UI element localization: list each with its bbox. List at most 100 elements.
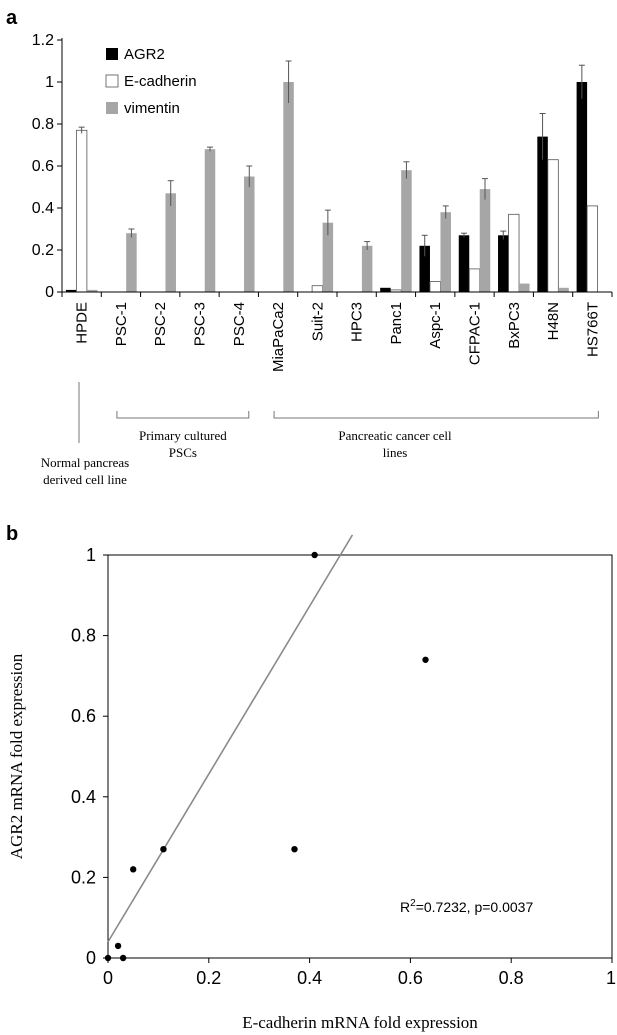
legend-swatch [106, 48, 118, 60]
bar-vimentin-hpc3 [361, 245, 373, 292]
bar-e-cadherin-cfpac-1 [468, 268, 481, 293]
bar-e-cadherin-hpde [75, 129, 88, 293]
bar-e-cadherin-hs766t [586, 205, 599, 293]
y-axis-ticks: 0 0.2 0.4 0.6 0.8 1 [71, 545, 108, 968]
category-label: PSC-3 [192, 302, 209, 346]
group-label: Pancreatic cancer cell lines [338, 428, 452, 460]
category-label: Aspc-1 [427, 302, 444, 349]
category-label: BxPC3 [506, 302, 523, 349]
category-label: MiaPaCa2 [270, 302, 287, 372]
x-tick-label: 0.6 [398, 968, 423, 988]
scatter-point [119, 954, 127, 962]
annotation-r: R [400, 899, 410, 915]
y-tick-label: 0.6 [71, 706, 96, 726]
panel-b-letter: b [6, 523, 18, 545]
y-tick-label: 0.6 [32, 158, 54, 175]
bar-vimentin-psc-2 [165, 193, 176, 292]
y-tick-label: 0.8 [71, 626, 96, 646]
scatter-point [311, 551, 318, 559]
category-label: PSC-1 [113, 302, 130, 346]
category-label: HPC3 [349, 302, 366, 342]
bar-vimentin-psc-4 [244, 176, 255, 292]
group-label-line: Pancreatic cancer cell [338, 428, 452, 443]
category-label: H48N [545, 302, 562, 340]
y-tick-label: 1.2 [32, 32, 54, 49]
x-tick-label: 0.8 [499, 968, 524, 988]
annotation-rest: =0.7232, p=0.0037 [416, 899, 534, 915]
legend-swatch [106, 102, 118, 114]
y-tick-label: 0.2 [32, 242, 54, 259]
bar-vimentin-cfpac-1 [479, 189, 491, 292]
x-axis-ticks: 0 0.2 0.4 0.6 0.8 1 [103, 958, 616, 988]
bar-vimentin-psc-1 [126, 233, 137, 292]
group-label-line: derived cell line [43, 472, 127, 487]
category-label: CFPAC-1 [467, 302, 484, 365]
category-label: HS766T [584, 302, 601, 357]
scatter-point [291, 845, 298, 853]
group-label: Primary cultured PSCs [139, 428, 227, 460]
bar-agr2-aspc-1 [419, 245, 430, 292]
legend-label: vimentin [124, 100, 180, 117]
scatter-points [104, 551, 429, 962]
y-tick-label: 0.4 [71, 787, 96, 807]
group-label-line: lines [383, 445, 408, 460]
legend-label: E-cadherin [124, 73, 197, 90]
x-axis-label: E-cadherin mRNA fold expression [242, 1013, 478, 1032]
group-label-line: Normal pancreas [41, 455, 129, 470]
bar-agr2-h48n [537, 136, 548, 292]
x-tick-label: 0 [103, 968, 113, 988]
group-bracket [273, 411, 599, 419]
y-tick-label: 0.2 [71, 867, 96, 887]
bar-vimentin-aspc-1 [440, 212, 451, 292]
bar-agr2-hpde [65, 289, 77, 292]
bar-e-cadherin-bxpc3 [508, 213, 520, 293]
scatter-point [160, 845, 167, 853]
bar-vimentin-suit-2 [322, 222, 334, 292]
scatter-point [422, 656, 429, 663]
group-bracket [116, 411, 250, 419]
bars [65, 60, 599, 293]
legend: AGR2 E-cadherin vimentin [105, 46, 197, 117]
scatter-point [130, 866, 137, 873]
y-tick-label: 0.8 [32, 116, 54, 133]
trendline [107, 534, 354, 943]
y-axis-ticks: 0 0.2 0.4 0.6 0.8 1 1.2 [32, 32, 62, 301]
bar-vimentin-bxpc3 [519, 283, 530, 292]
panel-a-letter: a [6, 7, 18, 29]
scatter-point [104, 954, 112, 962]
category-label: PSC-2 [152, 302, 169, 346]
legend-swatch [105, 74, 119, 88]
bar-agr2-panc1 [380, 287, 391, 292]
bar-vimentin-miapaca2 [283, 82, 294, 292]
plot-frame [107, 554, 613, 959]
bar-vimentin-h48n [558, 287, 569, 292]
group-label-line: PSCs [169, 445, 197, 460]
group-label-line: Primary cultured [139, 428, 227, 443]
category-labels: HPDE PSC-1 PSC-2 PSC-3 PSC-4 MiaPaCa2 Suit-2 HP… [74, 302, 602, 372]
bar-e-cadherin-h48n [547, 159, 559, 293]
category-label: Panc1 [388, 302, 405, 345]
category-label: PSC-4 [231, 302, 248, 346]
axes [61, 38, 613, 297]
bar-e-cadherin-suit-2 [311, 285, 324, 293]
bar-agr2-hs766t [576, 82, 588, 292]
y-tick-label: 1 [86, 545, 96, 565]
y-tick-label: 0 [86, 948, 96, 968]
bar-vimentin-psc-3 [204, 149, 216, 292]
scatter-chart: 0 0.2 0.4 0.6 0.8 1 0 0.2 0.4 0.6 0.8 1 R2=0.7232,… [7, 534, 616, 1032]
scatter-point [114, 942, 122, 950]
group-label: Normal pancreas derived cell line [41, 455, 129, 487]
bar-vimentin-panc1 [401, 170, 412, 292]
bar-chart: 0 0.2 0.4 0.6 0.8 1 1.2 HPDE PSC-1 PSC-2 PSC-3 PSC… [32, 32, 613, 487]
y-tick-label: 1 [45, 74, 54, 91]
y-axis-label: AGR2 mRNA fold expression [7, 653, 26, 859]
y-tick-label: 0.4 [32, 200, 54, 217]
annotation-superscript: 2 [410, 898, 416, 909]
category-label: HPDE [74, 302, 91, 344]
x-tick-label: 0.2 [196, 968, 221, 988]
bar-e-cadherin-aspc-1 [429, 281, 441, 293]
bar-agr2-bxpc3 [498, 235, 509, 292]
bar-vimentin-hpde [86, 289, 98, 292]
regression-annotation: R2=0.7232, p=0.0037 [400, 898, 533, 915]
